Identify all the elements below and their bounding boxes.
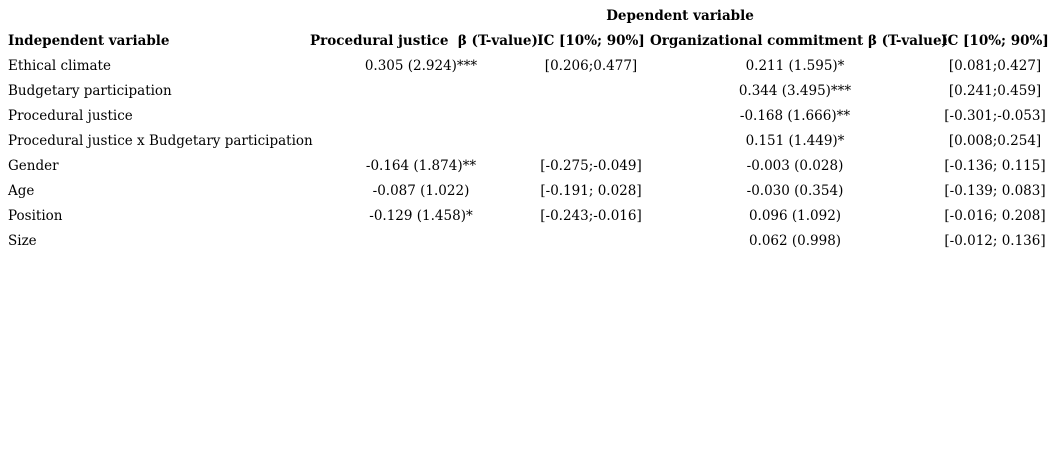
oc-ic-cell: [0.081;0.427]	[948, 58, 1042, 74]
pj-beta-cell	[310, 104, 532, 129]
oc-ic-cell: [0.008;0.254]	[948, 133, 1042, 149]
row-label: Position	[8, 208, 63, 224]
oc-ic-cell: [-0.139; 0.083]	[944, 183, 1046, 199]
table-row-procedural-justice-x-budgetary-participation: Procedural justice x Budgetary participa…	[8, 129, 1050, 154]
oc-beta-cell: 0.062 (0.998)	[748, 233, 842, 249]
column-header-organizational-commitment-ic: IC [10%; 90%]	[941, 33, 1049, 49]
row-label: Procedural justice	[8, 108, 133, 124]
pj-beta-cell	[310, 229, 532, 254]
row-label: Gender	[8, 158, 59, 174]
table-row-gender: Gender -0.164 (1.874)** [-0.275;-0.049] …	[8, 154, 1050, 179]
row-label: Budgetary participation	[8, 83, 172, 99]
pj-ic-cell	[532, 79, 650, 104]
pj-beta-cell: -0.129 (1.458)*	[369, 208, 473, 224]
oc-ic-cell: [-0.136; 0.115]	[944, 158, 1046, 174]
page: Dependent variable Independent variable …	[0, 4, 1058, 462]
oc-ic-cell: [0.241;0.459]	[948, 83, 1042, 99]
row-label: Age	[8, 183, 35, 199]
table-row-ethical-climate: Ethical climate 0.305 (2.924)*** [0.206;…	[8, 54, 1050, 79]
oc-ic-cell: [-0.012; 0.136]	[944, 233, 1046, 249]
column-header-procedural-justice-beta: Procedural justice β (T-value)	[310, 33, 538, 49]
pj-ic-cell	[532, 229, 650, 254]
column-header-row: Independent variable Procedural justice …	[8, 29, 1050, 54]
table-row-procedural-justice: Procedural justice -0.168 (1.666)** [-0.…	[8, 104, 1050, 129]
pj-ic-cell: [-0.275;-0.049]	[540, 158, 642, 174]
oc-beta-cell: -0.030 (0.354)	[746, 183, 844, 199]
pj-beta-cell: 0.305 (2.924)***	[364, 58, 478, 74]
pj-ic-cell: [0.206;0.477]	[544, 58, 638, 74]
pj-beta-cell: -0.164 (1.874)**	[365, 158, 477, 174]
pj-beta-cell	[310, 79, 532, 104]
oc-beta-cell: 0.096 (1.092)	[748, 208, 842, 224]
empty-corner-cell	[8, 4, 310, 29]
table-row-age: Age -0.087 (1.022) [-0.191; 0.028] -0.03…	[8, 179, 1050, 204]
pj-ic-cell	[532, 104, 650, 129]
oc-ic-cell: [-0.016; 0.208]	[944, 208, 1046, 224]
column-header-organizational-commitment-beta: Organizational commitment β (T-value)	[650, 33, 948, 49]
row-label: Procedural justice x Budgetary participa…	[8, 133, 313, 149]
pj-ic-cell: [-0.243;-0.016]	[540, 208, 642, 224]
pj-beta-cell	[310, 129, 532, 154]
oc-beta-cell: 0.211 (1.595)*	[745, 58, 845, 74]
table-row-budgetary-participation: Budgetary participation 0.344 (3.495)***…	[8, 79, 1050, 104]
row-label: Size	[8, 233, 37, 249]
regression-results-table: Dependent variable Independent variable …	[8, 4, 1050, 254]
pj-ic-cell	[532, 129, 650, 154]
pj-beta-cell: -0.087 (1.022)	[372, 183, 470, 199]
oc-beta-cell: -0.003 (0.028)	[746, 158, 844, 174]
oc-beta-cell: -0.168 (1.666)**	[739, 108, 851, 124]
oc-ic-cell: [-0.301;-0.053]	[944, 108, 1046, 124]
dependent-variable-header-row: Dependent variable	[8, 4, 1050, 29]
pj-ic-cell: [-0.191; 0.028]	[540, 183, 642, 199]
oc-beta-cell: 0.151 (1.449)*	[745, 133, 845, 149]
column-header-independent-variable: Independent variable	[8, 33, 170, 49]
table-row-size: Size 0.062 (0.998) [-0.012; 0.136]	[8, 229, 1050, 254]
oc-beta-cell: 0.344 (3.495)***	[738, 83, 852, 99]
dependent-variable-header: Dependent variable	[606, 8, 754, 24]
column-header-procedural-justice-ic: IC [10%; 90%]	[537, 33, 645, 49]
row-label: Ethical climate	[8, 58, 111, 74]
table-row-position: Position -0.129 (1.458)* [-0.243;-0.016]…	[8, 204, 1050, 229]
